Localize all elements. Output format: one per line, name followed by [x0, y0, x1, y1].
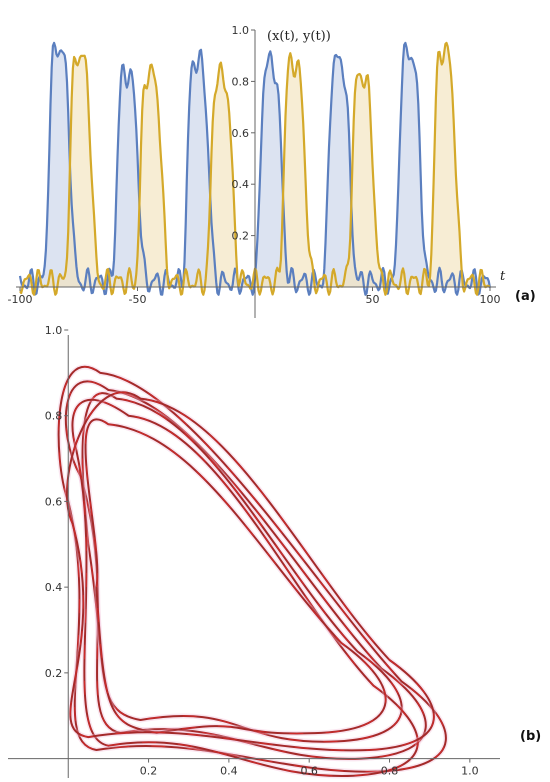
x-axis-title-a: t	[500, 269, 506, 284]
y-axis-title-a: (x(t), y(t))	[267, 29, 331, 44]
y-tick-label-a-4: 1.0	[232, 24, 250, 37]
axes-a: -100 -50 50 100 0.2 0.4 0.6 0.8 1.0	[8, 24, 501, 318]
axes-b: 0.2 0.4 0.6 0.8 1.0 0.2 0.4 0.6 0.8 1.0	[8, 324, 500, 778]
y-tick-label-b-3: 0.8	[45, 410, 63, 423]
panel-label-b: (b)	[520, 729, 541, 744]
trajectory-glow-0	[63, 379, 429, 762]
trajectory-highlight-2	[82, 392, 403, 743]
trajectory-2	[81, 392, 403, 743]
trajectory-4	[84, 418, 387, 735]
panel-label-a: (a)	[515, 289, 536, 304]
trajectory-5	[66, 391, 435, 752]
y-tick-label-a-2: 0.6	[232, 127, 250, 140]
y-tick-label-a-3: 0.8	[232, 75, 250, 88]
y-tick-label-a-0: 0.2	[232, 230, 250, 243]
trajectory-highlight-4	[85, 419, 387, 734]
series-fill-1	[20, 42, 490, 295]
trajectory-glow-5	[64, 389, 437, 753]
trajectory-glow-2	[80, 390, 405, 745]
y-tick-label-b-1: 0.4	[45, 581, 63, 594]
trajectory-glow-4	[83, 417, 389, 736]
trajectory-curves-b	[56, 364, 449, 779]
x-tick-label-a-0: -100	[8, 293, 33, 306]
trajectory-0	[64, 380, 427, 760]
trajectory-1	[57, 365, 447, 773]
x-tick-label-b-2: 0.6	[300, 765, 318, 778]
y-tick-label-b-0: 0.2	[45, 667, 63, 680]
x-tick-label-b-0: 0.2	[140, 765, 158, 778]
y-tick-label-b-4: 1.0	[45, 324, 63, 337]
trajectory-highlight-3	[72, 399, 419, 777]
x-tick-label-a-2: 50	[366, 293, 380, 306]
x-tick-label-b-3: 0.8	[381, 765, 399, 778]
x-tick-label-a-3: 100	[480, 293, 501, 306]
trajectory-highlight-0	[65, 381, 427, 760]
y-tick-label-b-2: 0.6	[45, 495, 63, 508]
trajectory-highlight-5	[66, 391, 435, 751]
y-tick-label-a-1: 0.4	[232, 178, 250, 191]
x-tick-label-a-1: -50	[129, 293, 147, 306]
chart-a: -100 -50 50 100 0.2 0.4 0.6 0.8 1.0 (x(t), y(t))…	[8, 24, 536, 318]
x-tick-label-b-4: 1.0	[461, 765, 479, 778]
x-tick-label-b-1: 0.4	[220, 765, 238, 778]
